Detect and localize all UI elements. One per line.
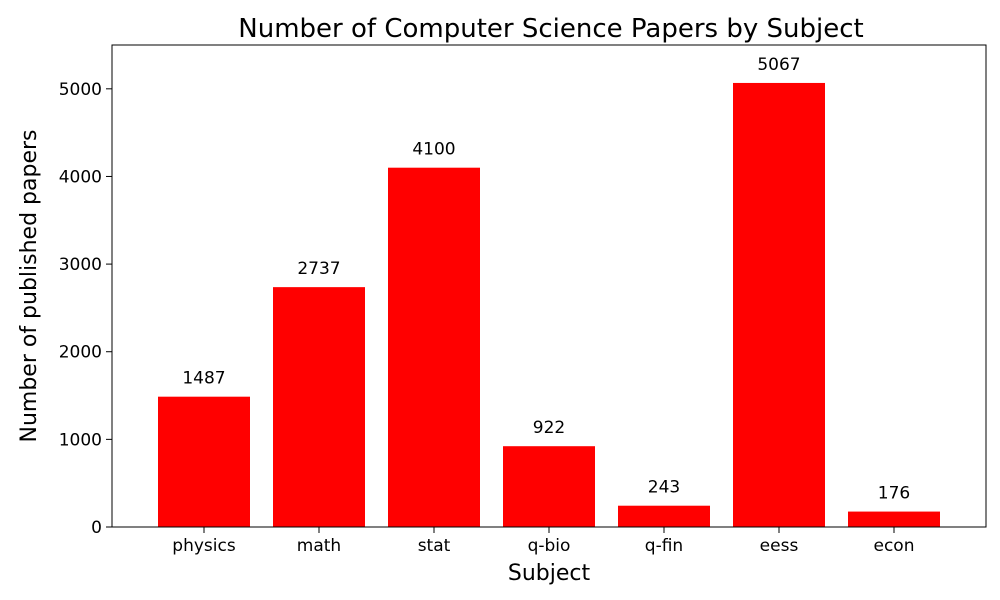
bars-group [158,82,940,528]
y-tick-label: 3000 [59,255,102,275]
y-tick-label: 1000 [59,430,102,450]
chart-title: Number of Computer Science Papers by Sub… [238,14,863,44]
x-axis-label: Subject [508,561,591,586]
bar-q-bio [503,446,595,527]
x-tick-label: q-fin [645,536,683,556]
bar-q-fin [618,505,710,527]
x-tick-label: math [297,536,341,556]
bar-math [273,287,365,527]
x-axis-ticks: physics math stat q-bio q-fin eess econ [172,527,914,556]
y-tick-label: 4000 [59,167,102,187]
data-label-eess: 5067 [757,55,800,75]
plot-frame [111,44,987,528]
data-label-math: 2737 [297,259,340,279]
x-tick-label: stat [418,536,451,556]
data-label-econ: 176 [878,484,910,504]
bar-physics [158,396,250,527]
data-label-stat: 4100 [412,140,455,160]
data-label-physics: 1487 [182,369,225,389]
y-tick-label: 0 [91,518,102,538]
bar-stat [388,167,480,527]
x-tick-label: econ [874,536,915,556]
y-tick-label: 5000 [59,80,102,100]
x-tick-label: physics [172,536,236,556]
x-tick-label: q-bio [528,536,571,556]
data-label-q-bio: 922 [533,418,565,438]
bar-econ [848,511,940,527]
x-tick-label: eess [760,536,799,556]
bar-eess [733,82,825,528]
y-tick-label: 2000 [59,343,102,363]
data-label-q-fin: 243 [648,478,680,498]
data-labels-group: 1487 2737 4100 922 243 5067 176 [182,55,910,504]
y-axis-label: Number of published papers [17,129,42,442]
y-axis-ticks: 0 1000 2000 3000 4000 5000 [59,80,112,538]
